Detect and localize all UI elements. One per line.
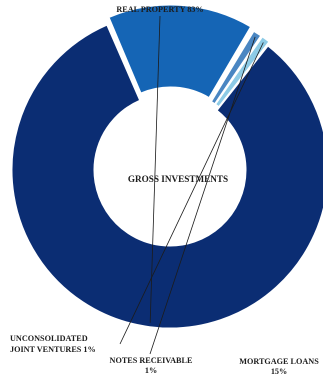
slice-notes-receivable (210, 30, 262, 105)
label-real-property: REAL PROPERTY 83% (116, 5, 203, 14)
label-notes-receivable-percent: 1% (145, 366, 157, 375)
slice-unconsolidated-jv (214, 36, 270, 108)
slice-mortgage-loans (108, 4, 252, 99)
slices-group (11, 4, 323, 329)
slice-real-property (11, 24, 323, 329)
chart-title: GROSS INVESTMENTS (128, 174, 228, 184)
leader-unconsolidated-jv (119, 42, 264, 345)
leader-real-property (149, 15, 161, 323)
leader-lines (119, 15, 264, 355)
label-unconsolidated-jv-percent: JOINT VENTURES 1% (10, 345, 96, 354)
label-mortgage-loans-percent: 15% (271, 367, 287, 376)
leader-notes-receivable (149, 36, 256, 355)
label-mortgage-loans: MORTGAGE LOANS (239, 357, 319, 366)
label-notes-receivable: NOTES RECEIVABLE (110, 356, 193, 365)
label-unconsolidated-jv: UNCONSOLIDATED (10, 334, 88, 343)
